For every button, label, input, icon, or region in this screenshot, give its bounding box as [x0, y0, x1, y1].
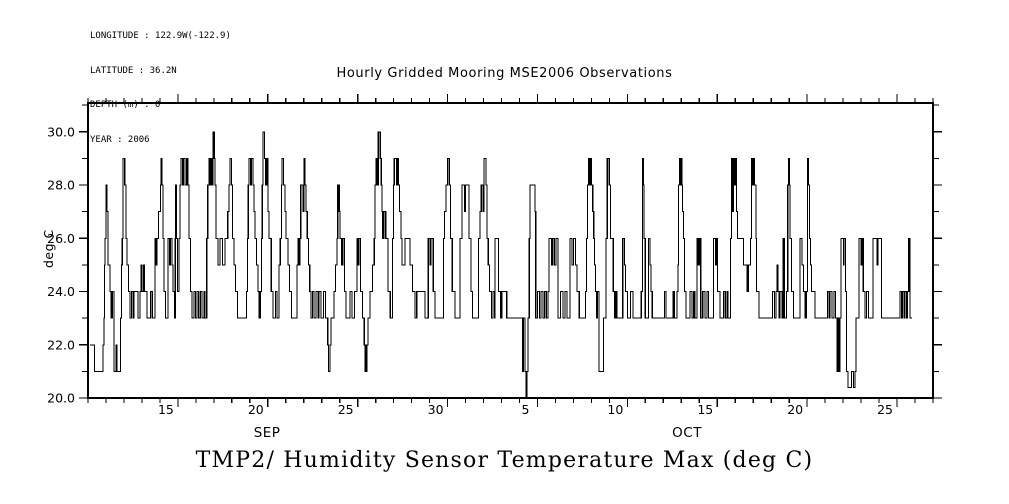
- footer-title: TMP2/ Humidity Sensor Temperature Max (d…: [195, 448, 814, 473]
- y-tick-label: 26.0: [47, 231, 75, 246]
- meta-depth: DEPTH (m) : 0: [90, 100, 161, 110]
- x-tick-label: 10: [607, 402, 623, 417]
- y-tick-label: 28.0: [47, 178, 75, 193]
- y-axis-label: deg C: [41, 229, 56, 268]
- y-tick-label: 30.0: [47, 124, 75, 139]
- y-axis-ticks: [79, 104, 942, 399]
- meta-longitude: LONGITUDE : 122.9W(-122.9): [90, 31, 231, 41]
- plot-frame: [87, 102, 934, 399]
- x-tick-label: 20: [248, 402, 264, 417]
- month-label: SEP: [254, 425, 281, 441]
- chart-title: Hourly Gridded Mooring MSE2006 Observati…: [336, 66, 673, 81]
- x-tick-label: 15: [697, 402, 713, 417]
- x-tick-label: 15: [158, 402, 174, 417]
- x-tick-label: 25: [877, 402, 893, 417]
- x-tick-label: 20: [787, 402, 803, 417]
- y-tick-label: 20.0: [47, 391, 75, 406]
- metadata-block: LONGITUDE : 122.9W(-122.9) LATITUDE : 36…: [90, 8, 231, 169]
- x-tick-label: 25: [338, 402, 354, 417]
- data-line: [90, 131, 912, 399]
- meta-latitude: LATITUDE : 36.2N: [90, 65, 177, 76]
- month-label: OCT: [672, 425, 702, 441]
- meta-year: YEAR : 2006: [90, 134, 150, 145]
- y-axis-tick-labels: 20.0 22.0 24.0 26.0 28.0 30.0: [47, 124, 75, 405]
- y-tick-label: 22.0: [47, 337, 75, 352]
- x-tick-label: 5: [522, 402, 530, 417]
- x-axis-tick-labels: 15 20 25 30 5 10 15 20 25: [158, 402, 893, 417]
- y-tick-label: 24.0: [47, 284, 75, 299]
- x-tick-label: 30: [428, 402, 444, 417]
- x-axis-month-labels: SEP OCT: [254, 425, 702, 441]
- x-axis-ticks: [87, 94, 934, 407]
